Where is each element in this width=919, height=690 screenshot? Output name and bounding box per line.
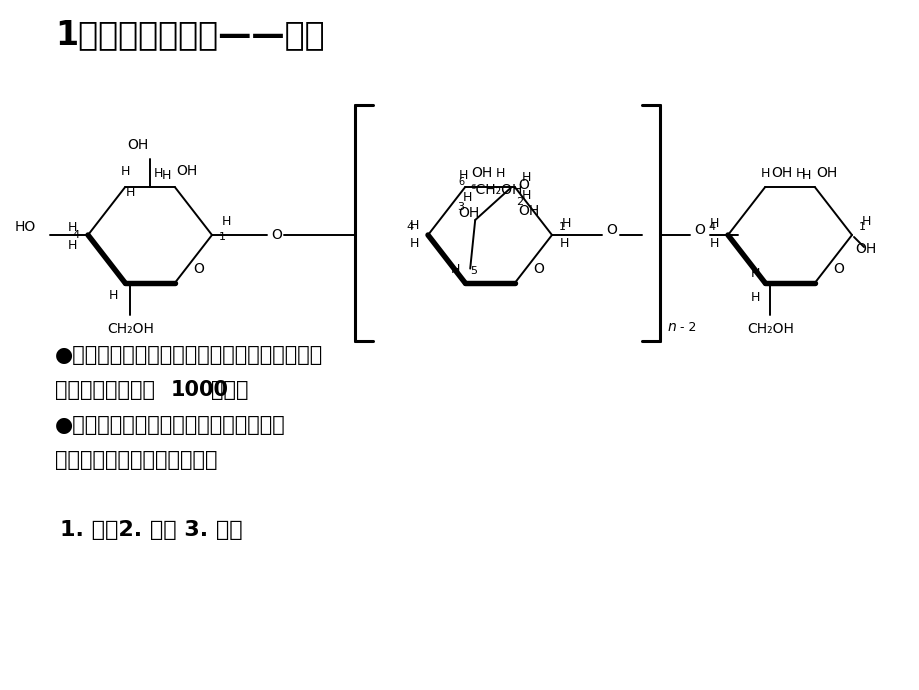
Text: 1、纤维素的利用——造纸: 1、纤维素的利用——造纸 [55, 18, 324, 51]
Text: H: H [125, 186, 135, 199]
Text: H: H [760, 166, 769, 179]
Text: 1000: 1000 [171, 380, 229, 400]
Text: OH: OH [815, 166, 836, 180]
Text: O: O [193, 262, 204, 276]
Text: 3: 3 [456, 202, 463, 212]
Text: O: O [832, 262, 843, 276]
Text: 4: 4 [73, 230, 79, 240]
Text: OH: OH [855, 242, 876, 256]
Text: H: H [221, 215, 231, 228]
Text: ⁶CH₂OH: ⁶CH₂OH [470, 183, 522, 197]
Text: OH: OH [127, 138, 149, 152]
Text: 4: 4 [708, 222, 715, 232]
Text: H: H [860, 215, 869, 228]
Text: H: H [409, 237, 418, 250]
Text: OH: OH [471, 166, 492, 180]
Text: 4: 4 [406, 222, 414, 232]
Text: H: H [409, 219, 418, 232]
Text: 造纸的步骤大致可分为三步：: 造纸的步骤大致可分为三步： [55, 450, 217, 470]
Text: 6: 6 [458, 177, 464, 187]
Text: H: H [750, 266, 759, 279]
Text: H: H [162, 168, 171, 181]
Text: 亿吚。: 亿吚。 [210, 380, 248, 400]
Text: H: H [559, 237, 568, 250]
Text: - 2: - 2 [679, 320, 696, 333]
Text: H: H [750, 290, 759, 304]
Text: H: H [494, 166, 505, 179]
Text: H: H [108, 288, 118, 302]
Text: HO: HO [15, 220, 36, 234]
Text: H: H [67, 239, 76, 251]
Text: 5: 5 [470, 266, 476, 276]
Text: OH: OH [458, 206, 480, 220]
Text: H: H [120, 164, 130, 177]
Text: H: H [450, 262, 460, 275]
Text: H: H [458, 168, 468, 181]
Text: H: H [522, 170, 531, 184]
Text: H: H [522, 188, 531, 201]
Text: OH: OH [517, 204, 539, 218]
Text: H: H [709, 217, 718, 230]
Text: CH₂OH: CH₂OH [746, 322, 793, 336]
Text: n: n [667, 320, 676, 334]
Text: H: H [709, 237, 718, 250]
Text: O: O [606, 223, 617, 237]
Text: 1: 1 [219, 232, 225, 242]
Text: 2: 2 [516, 197, 523, 207]
Text: 1: 1 [857, 222, 865, 232]
Text: OH: OH [176, 164, 198, 178]
Text: 估计自然界每年产: 估计自然界每年产 [55, 380, 154, 400]
Text: ●纤维素的最重要的应用之一就是造纸。: ●纤维素的最重要的应用之一就是造纸。 [55, 415, 286, 435]
Text: 1: 1 [558, 222, 565, 232]
Text: 1. 打兢2. 抄造 3. 施胶: 1. 打兢2. 抄造 3. 施胶 [60, 520, 243, 540]
Text: O: O [517, 178, 528, 192]
Text: H: H [153, 166, 163, 179]
Text: ●纤维素是世界上蕴藏量最大的可再生资源，据: ●纤维素是世界上蕴藏量最大的可再生资源，据 [55, 345, 323, 365]
Text: O: O [532, 262, 543, 276]
Text: O: O [694, 223, 705, 237]
Text: H: H [67, 221, 76, 233]
Text: O: O [271, 228, 282, 242]
Text: CH₂OH: CH₂OH [107, 322, 153, 336]
Text: OH: OH [770, 166, 792, 180]
Text: H: H [794, 166, 804, 179]
Text: H: H [801, 168, 811, 181]
Text: H: H [561, 217, 570, 230]
Text: H: H [462, 190, 471, 204]
